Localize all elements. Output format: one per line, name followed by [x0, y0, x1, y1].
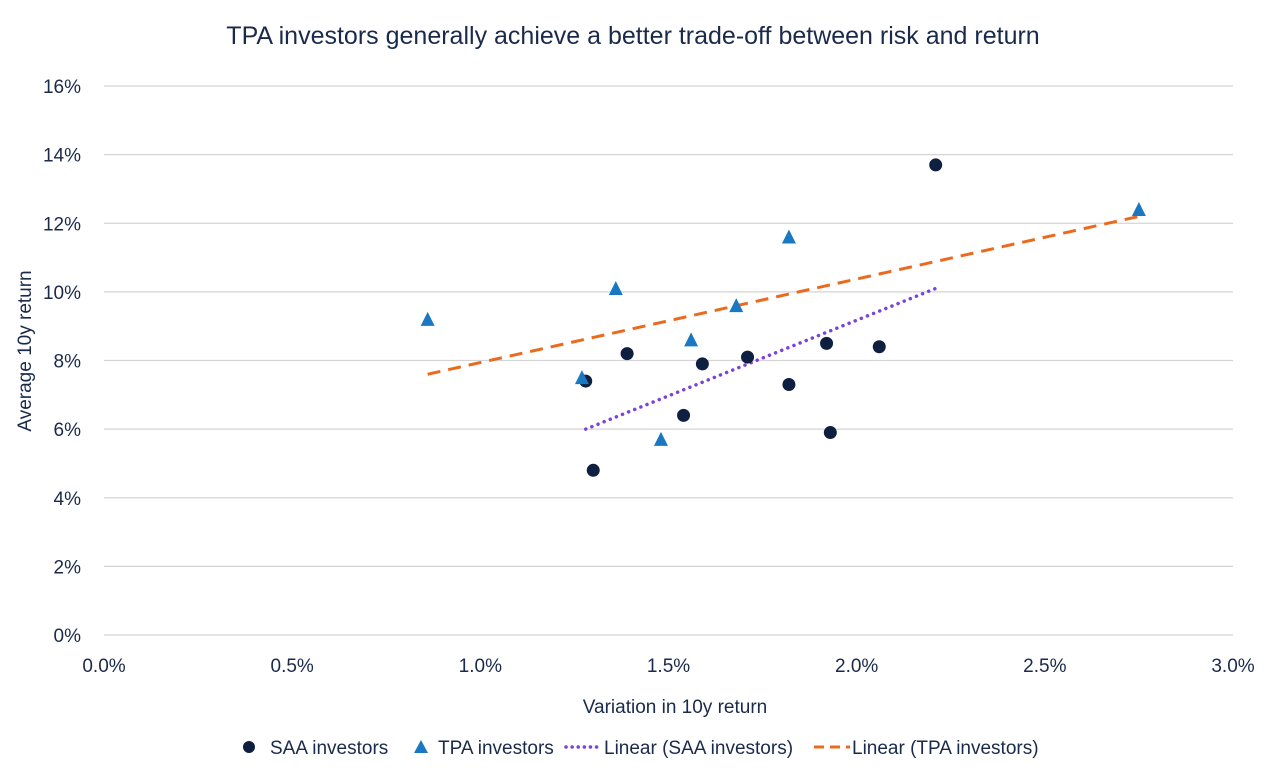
tpa-point — [574, 370, 589, 385]
saa-trend-line — [583, 286, 938, 431]
y-tick-label: 16% — [43, 77, 81, 98]
tpa-point — [608, 280, 623, 295]
y-tick-label: 10% — [43, 283, 81, 304]
y-axis-ticks: 0% 2% 4% 6% 8% 10% 12% 14% 16% — [43, 77, 81, 647]
data-points — [420, 158, 1146, 477]
x-axis-title: Variation in 10y return — [583, 697, 767, 718]
saa-point — [929, 158, 943, 172]
x-tick-label: 1.5% — [647, 656, 690, 677]
legend-tpa-trend-label: Linear (TPA investors) — [852, 738, 1039, 759]
y-tick-label: 0% — [54, 626, 82, 647]
saa-point — [677, 408, 691, 422]
saa-point — [586, 463, 600, 477]
x-tick-label: 0.5% — [271, 656, 314, 677]
saa-point — [872, 340, 886, 354]
trendlines — [427, 214, 1140, 431]
x-tick-label: 0.0% — [82, 656, 125, 677]
saa-point — [620, 347, 634, 361]
y-tick-label: 2% — [54, 557, 82, 578]
saa-point — [823, 426, 837, 440]
legend-saa-trend-label: Linear (SAA investors) — [604, 738, 793, 759]
y-tick-label: 4% — [54, 489, 82, 510]
x-tick-label: 2.5% — [1023, 656, 1066, 677]
saa-point — [695, 357, 709, 371]
x-tick-label: 2.0% — [835, 656, 878, 677]
y-axis-title: Average 10y return — [15, 270, 36, 431]
tpa-point — [420, 311, 435, 326]
saa-point — [782, 378, 796, 392]
legend: SAA investors TPA investors Linear (SAA … — [243, 738, 1039, 759]
tpa-trend-line — [427, 214, 1140, 376]
y-tick-label: 8% — [54, 352, 82, 373]
legend-tpa-label: TPA investors — [438, 738, 554, 759]
tpa-point — [729, 298, 744, 313]
x-axis-ticks: 0.0% 0.5% 1.0% 1.5% 2.0% 2.5% 3.0% — [82, 656, 1254, 677]
y-tick-label: 14% — [43, 146, 81, 167]
x-tick-label: 1.0% — [459, 656, 502, 677]
gridlines — [104, 85, 1233, 636]
x-tick-label: 3.0% — [1211, 656, 1254, 677]
chart-title: TPA investors generally achieve a better… — [226, 22, 1039, 50]
saa-point — [820, 336, 834, 350]
legend-saa-label: SAA investors — [270, 738, 388, 759]
tpa-point — [1131, 202, 1146, 217]
tpa-point — [684, 332, 699, 347]
tpa-point — [781, 229, 796, 244]
y-tick-label: 12% — [43, 214, 81, 235]
legend-saa-marker — [243, 741, 255, 753]
tpa-point — [653, 431, 668, 446]
saa-point — [741, 350, 755, 364]
legend-tpa-marker — [414, 740, 428, 753]
y-tick-label: 6% — [54, 420, 82, 441]
